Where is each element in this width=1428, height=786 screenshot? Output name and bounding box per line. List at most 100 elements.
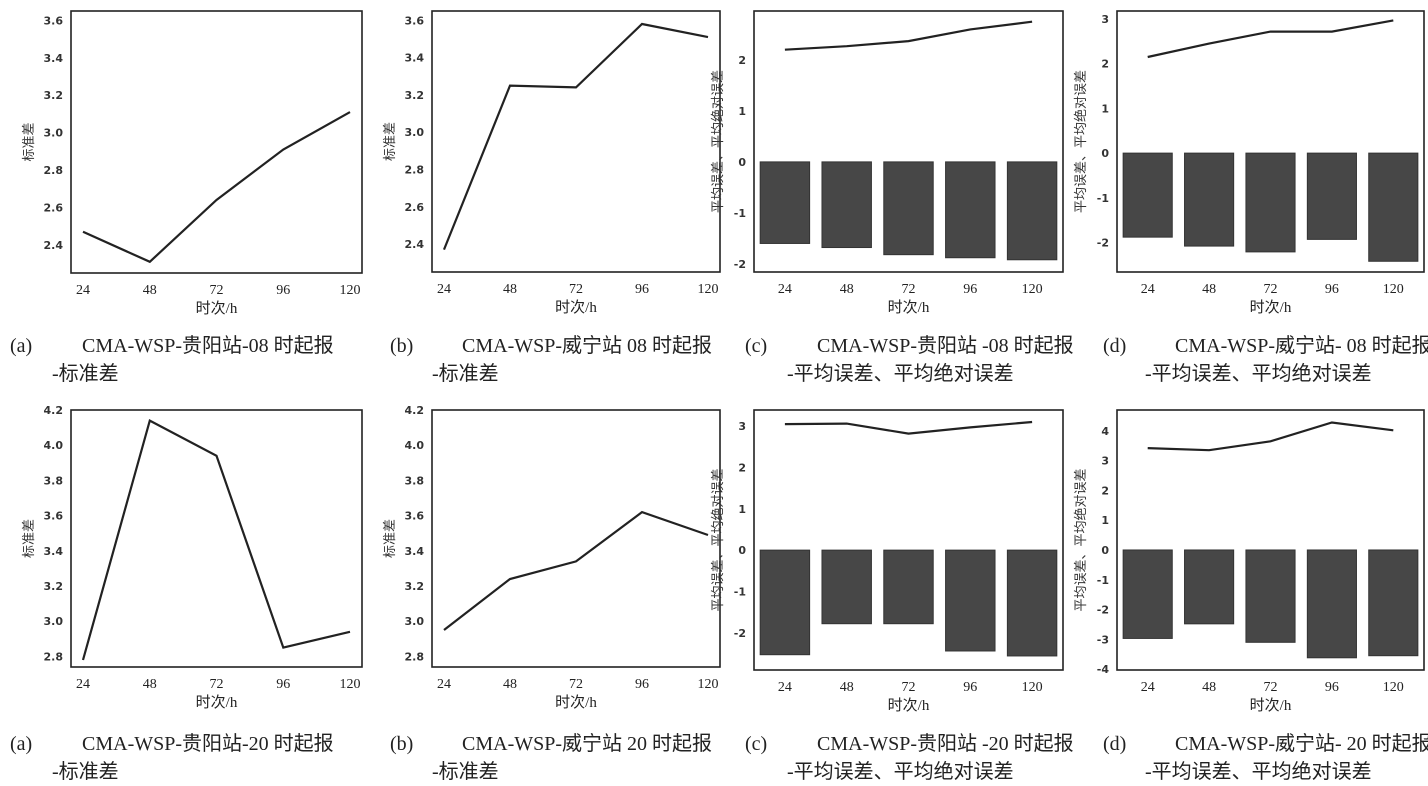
y-tick-label: 0 bbox=[1101, 544, 1109, 557]
x-tick-label: 72 bbox=[1264, 282, 1278, 297]
x-tick-label: 96 bbox=[1325, 282, 1339, 297]
y-tick-label: -1 bbox=[734, 207, 746, 220]
y-tick-label: 3.6 bbox=[405, 14, 425, 27]
y-tick-label: 3.0 bbox=[44, 127, 64, 140]
bar-平均误差 bbox=[1368, 549, 1419, 657]
x-tick-label: 48 bbox=[503, 282, 517, 297]
x-tick-label: 120 bbox=[1383, 282, 1404, 297]
x-tick-label: 24 bbox=[76, 283, 90, 298]
x-tick-label: 72 bbox=[210, 283, 224, 298]
x-tick-label: 96 bbox=[635, 282, 649, 297]
caption-tag: (d) bbox=[1103, 335, 1127, 357]
y-tick-label: 2 bbox=[1101, 58, 1109, 71]
x-tick-label: 24 bbox=[437, 282, 451, 297]
caption-tag: (a) bbox=[10, 335, 33, 357]
x-tick-label: 48 bbox=[840, 282, 854, 297]
y-tick-label: -1 bbox=[1097, 192, 1109, 205]
x-tick-label: 120 bbox=[340, 283, 361, 298]
y-tick-label: 3.4 bbox=[44, 52, 64, 65]
bar-平均误差 bbox=[1122, 152, 1173, 238]
y-tick-label: 3.0 bbox=[405, 126, 425, 139]
y-tick-label: 1 bbox=[738, 105, 746, 118]
y-tick-label: 2.4 bbox=[44, 239, 64, 252]
bar-平均误差 bbox=[1184, 549, 1235, 625]
y-tick-label: 4.0 bbox=[44, 439, 64, 452]
panel-caption: (b) CMA-WSP-威宁站 08 时起报 -标准差 bbox=[390, 332, 712, 388]
y-tick-label: 3.2 bbox=[405, 89, 425, 102]
caption-subtitle: -平均误差、平均绝对误差 bbox=[1145, 363, 1372, 385]
caption-subtitle: -平均误差、平均绝对误差 bbox=[787, 363, 1014, 385]
x-tick-label: 120 bbox=[1022, 282, 1043, 297]
panel-caption: (d) CMA-WSP-威宁站- 08 时起报 -平均误差、平均绝对误差 bbox=[1103, 332, 1428, 388]
plot-frame bbox=[753, 10, 1064, 273]
y-tick-label: 2 bbox=[738, 461, 746, 474]
x-tick-label: 72 bbox=[1264, 680, 1278, 695]
caption-subtitle: -标准差 bbox=[432, 363, 499, 385]
chart-panel-d20: -4 -3 -2 -1 0 1 2 3 4 24 48 72 96 120 时次/h 平均误差、平均绝对误差 bbox=[1073, 409, 1425, 714]
chart-panel-d08: -2 -1 0 1 2 3 24 48 72 96 120 时次/h 平均误差、平均绝对误差 bbox=[1073, 10, 1425, 316]
bar-平均误差 bbox=[883, 161, 934, 256]
y-tick-label: 4.2 bbox=[405, 404, 425, 417]
y-tick-label: 2.8 bbox=[44, 164, 64, 177]
y-axis-label: 标准差 bbox=[382, 122, 397, 161]
y-tick-label: -2 bbox=[734, 258, 746, 271]
plot-frame bbox=[70, 10, 363, 274]
y-tick-label: 3.2 bbox=[44, 580, 64, 593]
y-axis-label: 平均误差、平均绝对误差 bbox=[1073, 70, 1088, 213]
y-tick-label: 2 bbox=[1101, 484, 1109, 497]
y-tick-label: 0 bbox=[738, 156, 746, 169]
caption-title: CMA-WSP-贵阳站-20 时起报 bbox=[82, 733, 334, 755]
x-axis-label: 时次/h bbox=[888, 299, 930, 316]
caption-subtitle: -标准差 bbox=[52, 761, 119, 783]
caption-tag: (b) bbox=[390, 733, 414, 755]
x-tick-label: 24 bbox=[437, 677, 451, 692]
x-tick-label: 48 bbox=[1202, 680, 1216, 695]
chart-panel-c08: -2 -1 0 1 2 24 48 72 96 120 时次/h 平均误差、平均绝对误差 bbox=[710, 10, 1064, 316]
line-标准差 bbox=[443, 510, 709, 631]
plot-frame bbox=[431, 409, 721, 668]
y-tick-label: 3 bbox=[1101, 13, 1109, 26]
y-axis-label: 标准差 bbox=[21, 519, 36, 558]
x-tick-label: 72 bbox=[569, 282, 583, 297]
y-tick-label: 4.2 bbox=[44, 404, 64, 417]
x-axis-label: 时次/h bbox=[888, 697, 930, 714]
chart-panel-a20: 2.8 3.0 3.2 3.4 3.6 3.8 4.0 4.2 24 48 72 96 120 时次/h 标… bbox=[21, 404, 363, 711]
y-tick-label: 3.6 bbox=[405, 510, 425, 523]
line-平均绝对误差 bbox=[784, 420, 1033, 435]
x-tick-label: 72 bbox=[210, 677, 224, 692]
caption-title: CMA-WSP-威宁站- 20 时起报 bbox=[1175, 733, 1428, 755]
caption-subtitle: -平均误差、平均绝对误差 bbox=[787, 761, 1014, 783]
caption-title: CMA-WSP-威宁站 08 时起报 bbox=[462, 335, 713, 357]
plot-frame bbox=[70, 409, 363, 668]
y-tick-label: 3.8 bbox=[405, 474, 425, 487]
y-tick-label: 2.8 bbox=[405, 650, 425, 663]
x-axis-label: 时次/h bbox=[196, 694, 238, 711]
x-tick-label: 48 bbox=[1202, 282, 1216, 297]
bar-平均误差 bbox=[1006, 549, 1058, 657]
x-tick-label: 48 bbox=[840, 680, 854, 695]
x-axis-label: 时次/h bbox=[1250, 697, 1292, 714]
x-tick-label: 120 bbox=[1383, 680, 1404, 695]
bar-平均误差 bbox=[1122, 549, 1173, 639]
panel-caption: (c) CMA-WSP-贵阳站 -20 时起报 -平均误差、平均绝对误差 bbox=[745, 730, 1074, 786]
y-tick-label: 1 bbox=[1101, 514, 1109, 527]
y-tick-label: 1 bbox=[1101, 102, 1109, 115]
y-tick-label: 3 bbox=[1101, 455, 1109, 468]
panel-caption: (a) CMA-WSP-贵阳站-20 时起报 -标准差 bbox=[10, 730, 334, 786]
x-tick-label: 48 bbox=[143, 283, 157, 298]
line-标准差 bbox=[82, 111, 351, 264]
plot-frame bbox=[753, 409, 1064, 671]
line-标准差 bbox=[81, 418, 351, 661]
bar-平均误差 bbox=[1368, 152, 1419, 262]
bar-平均误差 bbox=[1245, 152, 1296, 253]
caption-subtitle: -平均误差、平均绝对误差 bbox=[1145, 761, 1372, 783]
x-tick-label: 120 bbox=[340, 677, 361, 692]
line-平均绝对误差 bbox=[1147, 421, 1394, 452]
caption-title: CMA-WSP-贵阳站 -08 时起报 bbox=[817, 335, 1074, 357]
x-tick-label: 96 bbox=[1325, 680, 1339, 695]
y-axis-label: 标准差 bbox=[21, 122, 36, 161]
x-tick-label: 24 bbox=[778, 680, 792, 695]
y-tick-label: 0 bbox=[1101, 147, 1109, 160]
y-axis-label: 平均误差、平均绝对误差 bbox=[1073, 468, 1088, 611]
